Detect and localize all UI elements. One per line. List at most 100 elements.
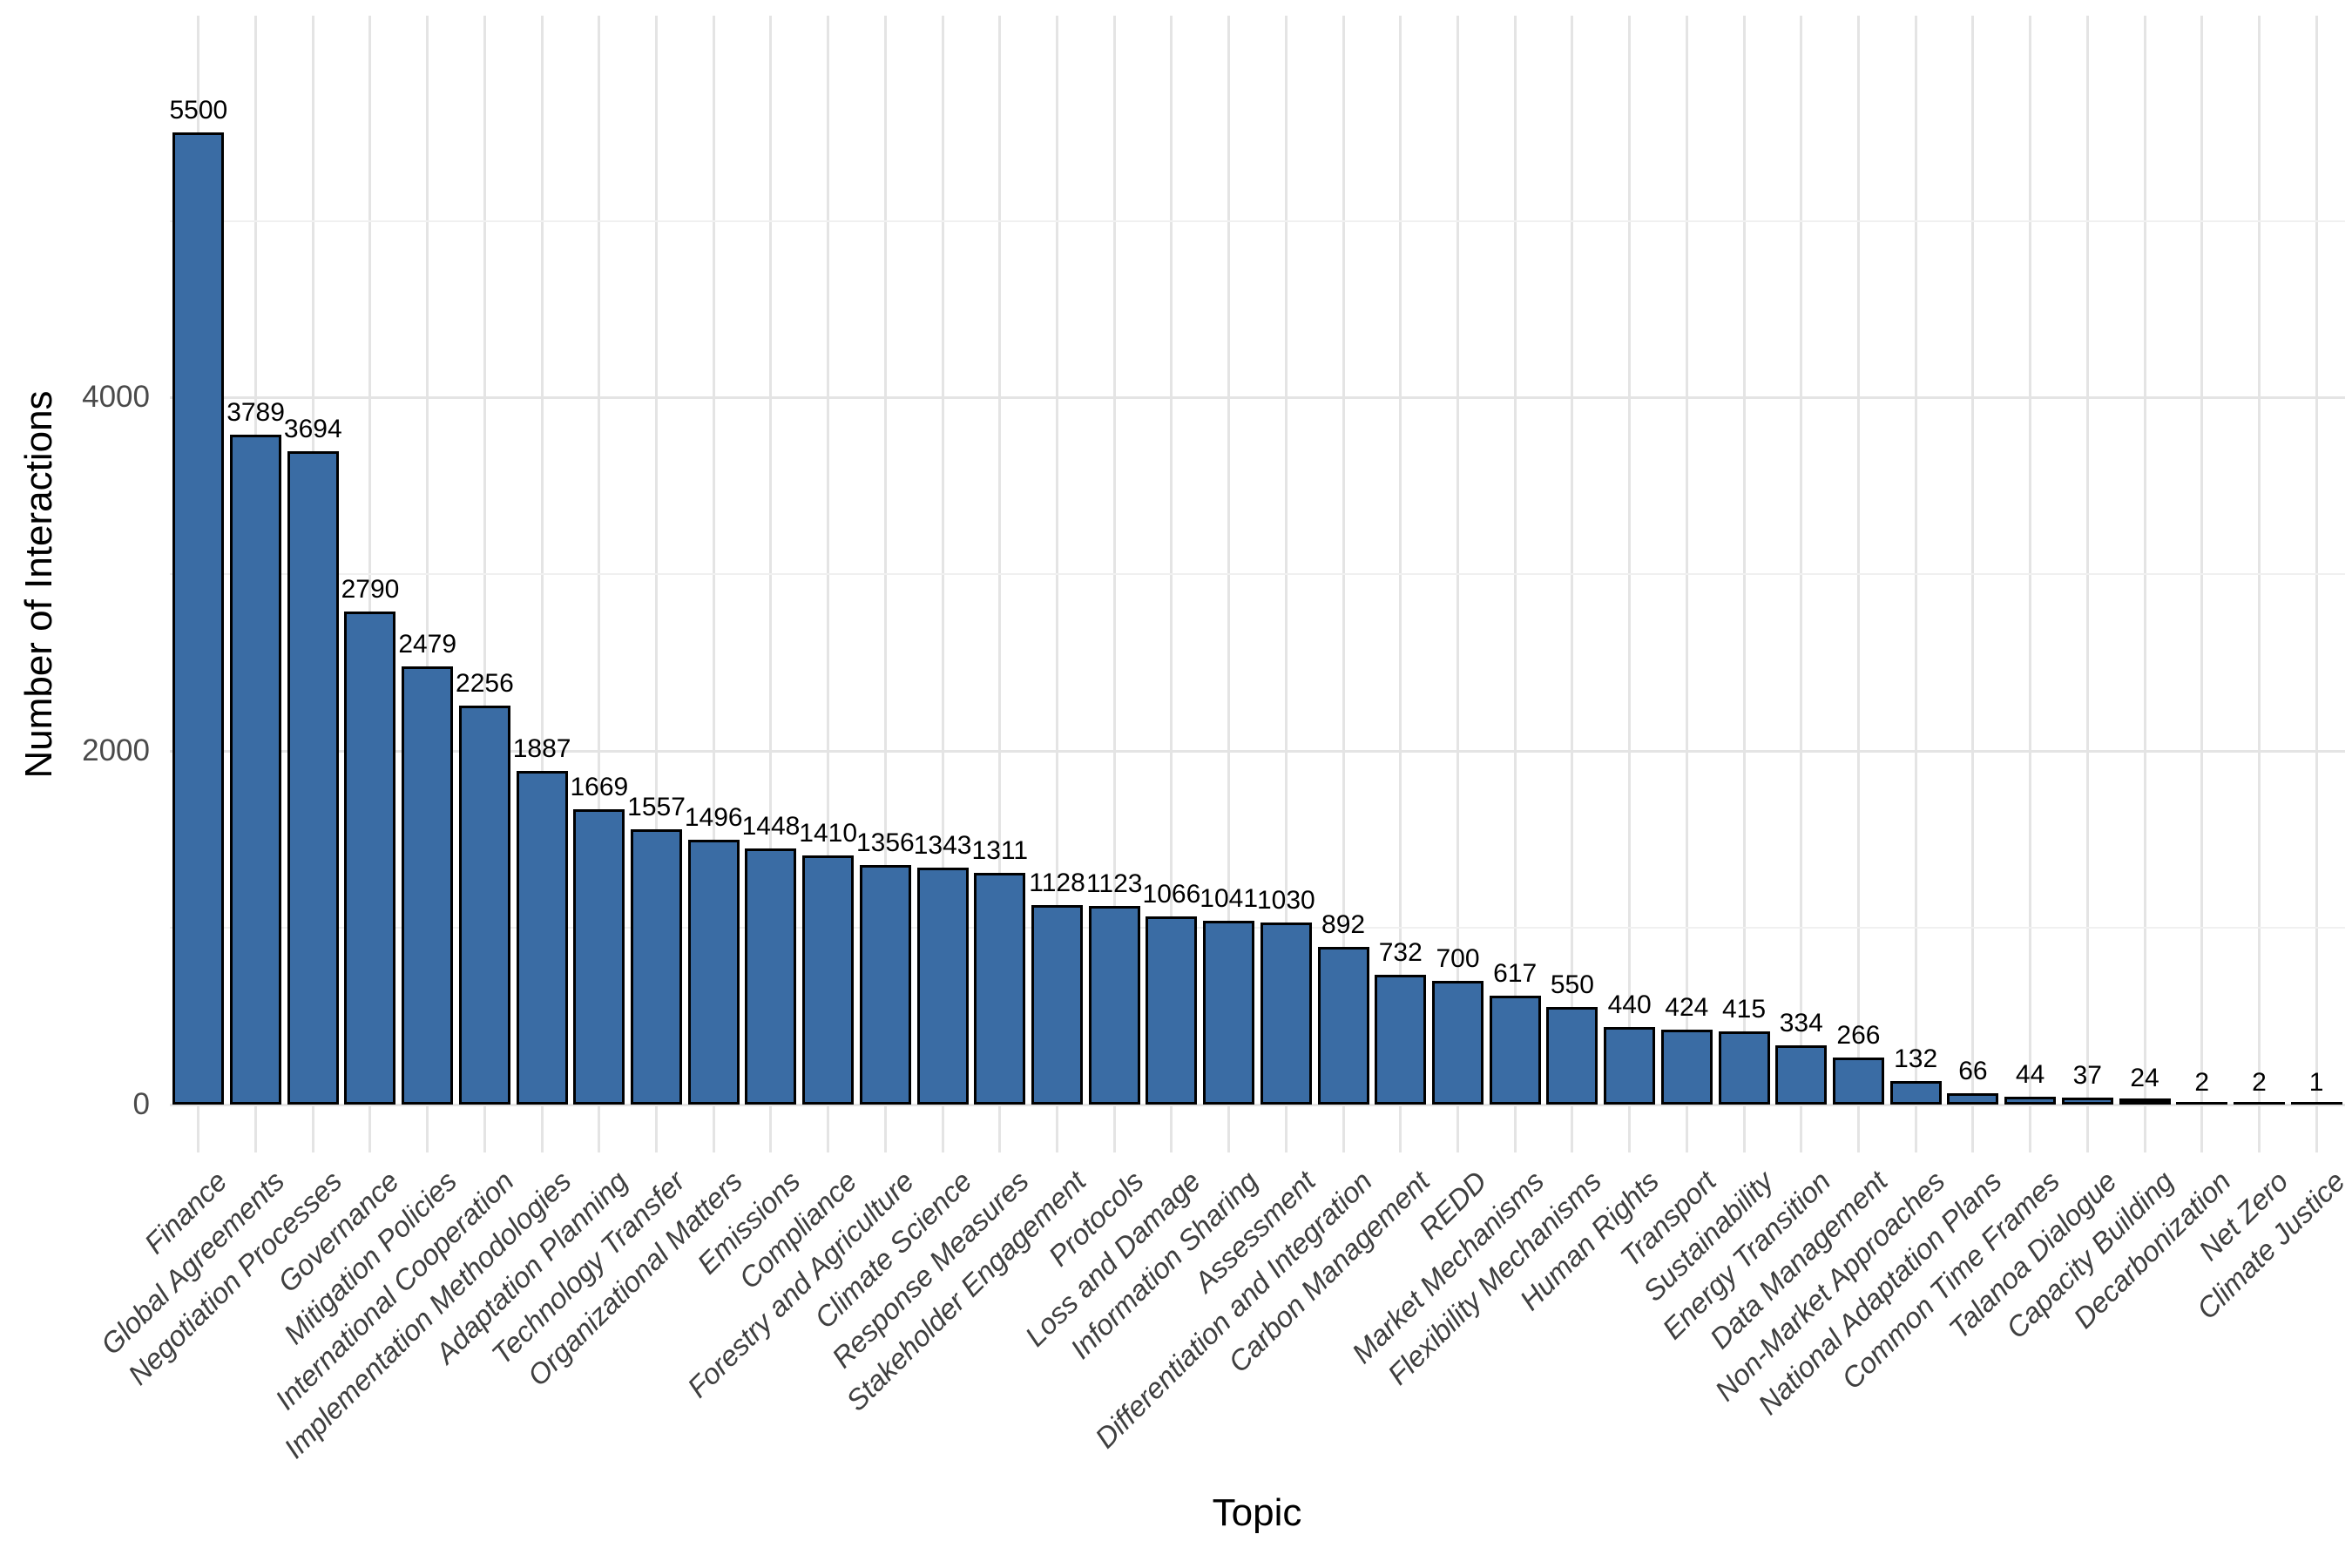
- bar: [1146, 916, 1198, 1105]
- bar: [1660, 1029, 1713, 1105]
- v-gridline: [712, 16, 715, 1152]
- y-axis-title: Number of Interactions: [17, 390, 60, 779]
- bar-value-label: 334: [1779, 1009, 1823, 1038]
- y-tick-label: 2000: [82, 733, 150, 768]
- v-gridline: [827, 16, 830, 1152]
- bar: [344, 611, 396, 1105]
- bar: [631, 829, 683, 1105]
- v-gridline: [1742, 16, 1746, 1152]
- bar: [516, 771, 568, 1105]
- bar: [2233, 1102, 2285, 1105]
- v-gridline: [655, 16, 659, 1152]
- bar-value-label: 1041: [1200, 883, 1259, 913]
- y-tick-label: 4000: [82, 380, 150, 415]
- bar-value-label: 1123: [1085, 869, 1143, 899]
- bar: [1088, 906, 1140, 1105]
- bar: [1260, 923, 1312, 1105]
- bar: [1947, 1092, 1999, 1105]
- v-gridline: [883, 16, 887, 1152]
- bar-value-label: 1410: [799, 818, 858, 848]
- h-gridline-minor: [170, 573, 2345, 576]
- bar-value-label: 700: [1436, 943, 1480, 973]
- bar: [1604, 1026, 1656, 1105]
- bar-value-label: 1311: [971, 835, 1029, 865]
- bar-value-label: 1448: [741, 812, 801, 841]
- v-gridline: [1856, 16, 1860, 1152]
- bar: [745, 848, 797, 1105]
- bar-value-label: 424: [1665, 992, 1709, 1022]
- bar-value-label: 2479: [398, 630, 457, 659]
- x-axis-title: Topic: [1212, 1491, 1302, 1534]
- v-gridline: [1112, 16, 1116, 1152]
- bar: [1375, 975, 1427, 1105]
- v-gridline: [2085, 16, 2089, 1152]
- h-gridline-major: [170, 749, 2345, 753]
- bar-value-label: 1030: [1256, 886, 1315, 915]
- bar: [230, 435, 282, 1105]
- bar: [687, 840, 740, 1105]
- bar-value-label: 892: [1321, 910, 1366, 939]
- bar-value-label: 3694: [283, 415, 342, 444]
- bar-value-label: 66: [1958, 1056, 1988, 1085]
- v-gridline: [1571, 16, 1574, 1152]
- bar: [859, 864, 911, 1105]
- v-gridline: [1342, 16, 1345, 1152]
- bar: [802, 855, 855, 1105]
- bar: [1431, 980, 1484, 1105]
- bar-value-label: 1496: [684, 803, 743, 833]
- bar: [1203, 920, 1255, 1105]
- bar: [458, 706, 510, 1105]
- v-gridline: [1399, 16, 1402, 1152]
- bar: [1718, 1031, 1770, 1105]
- bar: [1546, 1007, 1598, 1105]
- bar-value-label: 440: [1607, 990, 1652, 1019]
- y-tick-label: 0: [132, 1087, 150, 1121]
- bar-value-label: 2: [2252, 1067, 2267, 1097]
- v-gridline: [2257, 16, 2261, 1152]
- bar: [2004, 1097, 2057, 1105]
- bar: [287, 451, 339, 1105]
- bar: [1775, 1045, 1828, 1105]
- v-gridline: [1284, 16, 1288, 1152]
- v-gridline: [598, 16, 601, 1152]
- v-gridline: [941, 16, 944, 1152]
- bar-value-label: 1343: [913, 830, 972, 860]
- bar-value-label: 2790: [341, 574, 400, 604]
- bar-value-label: 2256: [456, 669, 514, 699]
- bar: [1889, 1081, 1942, 1105]
- v-gridline: [1685, 16, 1688, 1152]
- v-gridline: [1914, 16, 1917, 1152]
- bar-value-label: 415: [1722, 994, 1767, 1024]
- bar-value-label: 24: [2130, 1064, 2159, 1093]
- bar: [1031, 905, 1083, 1105]
- v-gridline: [1513, 16, 1517, 1152]
- v-gridline: [2200, 16, 2204, 1152]
- bar-value-label: 617: [1493, 958, 1538, 988]
- h-gridline-major: [170, 395, 2345, 399]
- bar: [2176, 1102, 2228, 1105]
- v-gridline: [1971, 16, 1975, 1152]
- v-gridline: [1170, 16, 1173, 1152]
- bar-value-label: 5500: [169, 96, 228, 125]
- h-gridline-minor: [170, 220, 2345, 222]
- bar-value-label: 266: [1836, 1021, 1881, 1051]
- v-gridline: [1056, 16, 1058, 1152]
- bar: [402, 666, 454, 1105]
- v-gridline: [2143, 16, 2146, 1152]
- bar-value-label: 2: [2194, 1067, 2210, 1097]
- bar: [2119, 1098, 2171, 1105]
- bar: [1832, 1058, 1884, 1105]
- bar: [974, 872, 1026, 1105]
- v-gridline: [2029, 16, 2032, 1152]
- v-gridline: [769, 16, 773, 1152]
- v-gridline: [2315, 16, 2318, 1152]
- v-gridline: [1456, 16, 1459, 1152]
- v-gridline: [1227, 16, 1231, 1152]
- bar-value-label: 3789: [226, 398, 285, 428]
- bar: [1317, 947, 1369, 1105]
- bar-value-label: 1887: [512, 734, 571, 764]
- bar-value-label: 1669: [570, 773, 629, 802]
- bar-value-label: 732: [1378, 938, 1423, 968]
- bar-value-label: 1: [2308, 1067, 2324, 1097]
